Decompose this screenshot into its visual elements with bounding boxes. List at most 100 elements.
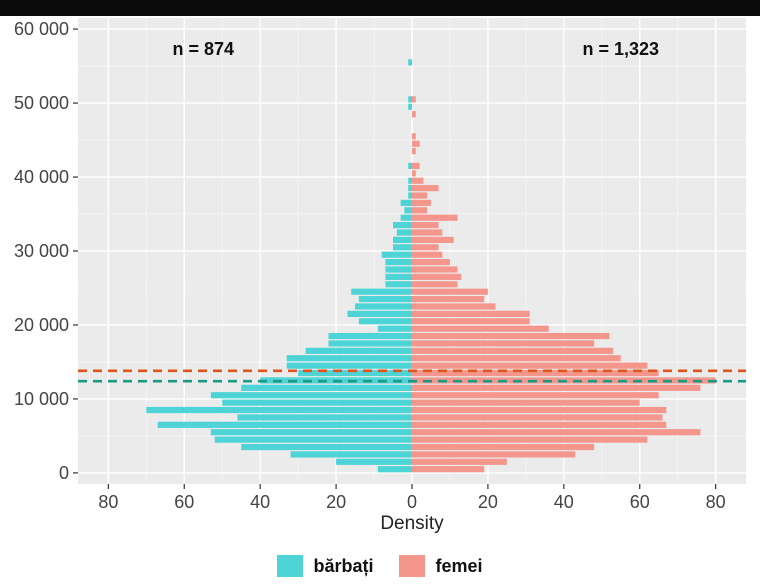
bar-barbati (157, 421, 412, 428)
bar-barbati (286, 355, 412, 362)
legend-item-barbati: bărbați (277, 555, 373, 577)
bar-barbati (408, 96, 412, 103)
bar-femei (412, 258, 450, 266)
x-tick-label: 60 (630, 492, 650, 512)
bar-femei (412, 295, 485, 303)
bar-barbati (210, 429, 412, 436)
bar-barbati (381, 251, 412, 258)
bar-femei (412, 392, 659, 399)
bar-barbati (336, 458, 412, 465)
bar-barbati (377, 466, 412, 473)
bar-femei (412, 266, 458, 273)
y-tick-label: 30 000 (14, 241, 69, 261)
x-tick-label: 40 (554, 492, 574, 512)
bar-barbati (328, 332, 412, 340)
bar-barbati (385, 258, 412, 266)
legend-swatch-barbati (277, 555, 304, 577)
bar-femei (412, 451, 576, 458)
bar-barbati (214, 436, 412, 443)
bar-barbati (286, 362, 412, 369)
bar-barbati (385, 273, 412, 280)
bar-femei (412, 414, 663, 421)
bar-femei (412, 406, 667, 414)
bar-barbati (408, 59, 412, 66)
top-bar (0, 0, 760, 16)
bar-femei (412, 421, 667, 428)
bar-femei (412, 244, 439, 251)
bar-femei (412, 340, 595, 347)
bar-barbati (408, 103, 412, 110)
bar-femei (412, 325, 549, 332)
bar-barbati (396, 229, 412, 236)
bar-femei (412, 281, 458, 288)
bar-barbati (408, 185, 412, 192)
y-axis: 0 10 000 20 000 30 000 40 000 50 000 60 000 (14, 19, 78, 483)
bar-barbati (305, 347, 412, 354)
bar-barbati (377, 325, 412, 332)
bar-femei (412, 133, 416, 140)
bar-barbati (400, 199, 412, 207)
bar-femei (412, 177, 424, 184)
bar-femei (412, 362, 648, 369)
legend-swatch-femei (399, 555, 426, 577)
bar-barbati (347, 310, 412, 317)
bar-barbati (210, 392, 412, 399)
x-tick-label: 60 (174, 492, 194, 512)
legend: bărbați femei (0, 548, 760, 584)
bar-femei (412, 347, 614, 354)
y-tick-label: 40 000 (14, 167, 69, 187)
bar-femei (412, 429, 701, 436)
bar-femei (412, 251, 443, 258)
population-pyramid-chart: n = 874 n = 1,323 0 10 000 20 000 30 000 40 0… (14, 18, 746, 534)
bar-barbati (146, 406, 412, 414)
bar-femei (412, 236, 454, 244)
annotation-n-0: n = 874 (172, 39, 234, 59)
bar-barbati (222, 399, 412, 406)
bar-femei (412, 384, 701, 391)
bar-barbati (358, 318, 412, 325)
bar-femei (412, 185, 439, 192)
bar-barbati (358, 295, 412, 303)
legend-label-femei: femei (435, 555, 483, 576)
bar-barbati (355, 303, 412, 310)
bar-barbati (408, 192, 412, 199)
bar-barbati (393, 236, 412, 244)
bar-barbati (393, 222, 412, 229)
bar-barbati (237, 414, 412, 421)
bar-femei (412, 207, 428, 214)
bar-femei (412, 96, 416, 103)
bar-femei (412, 443, 595, 451)
annotation-n-1: n = 1,323 (582, 39, 659, 59)
x-tick-label: 20 (478, 492, 498, 512)
bar-femei (412, 140, 420, 147)
bar-femei (412, 273, 462, 280)
bar-femei (412, 466, 485, 473)
bar-barbati (408, 162, 412, 170)
bar-barbati (385, 281, 412, 288)
y-tick-label: 60 000 (14, 19, 69, 39)
bar-femei (412, 303, 496, 310)
bar-femei (412, 162, 420, 170)
reference-lines (78, 369, 746, 383)
bar-femei (412, 214, 458, 221)
bar-barbati (241, 443, 412, 451)
bar-femei (412, 318, 530, 325)
x-tick-label: 80 (706, 492, 726, 512)
bar-barbati (393, 244, 412, 251)
x-axis-title: Density (380, 513, 444, 534)
bar-femei (412, 458, 507, 465)
y-tick-label: 50 000 (14, 93, 69, 113)
bar-femei (412, 222, 439, 229)
bar-barbati (241, 384, 412, 391)
bar-femei (412, 192, 428, 199)
bar-barbati (400, 214, 412, 221)
bar-femei (412, 111, 416, 118)
bar-barbati (404, 207, 412, 214)
bar-femei (412, 148, 416, 155)
bar-barbati (408, 177, 412, 184)
bar-femei (412, 199, 431, 207)
annotations: n = 874 n = 1,323 (172, 39, 659, 59)
x-tick-label: 20 (326, 492, 346, 512)
y-tick-label: 0 (59, 463, 69, 483)
